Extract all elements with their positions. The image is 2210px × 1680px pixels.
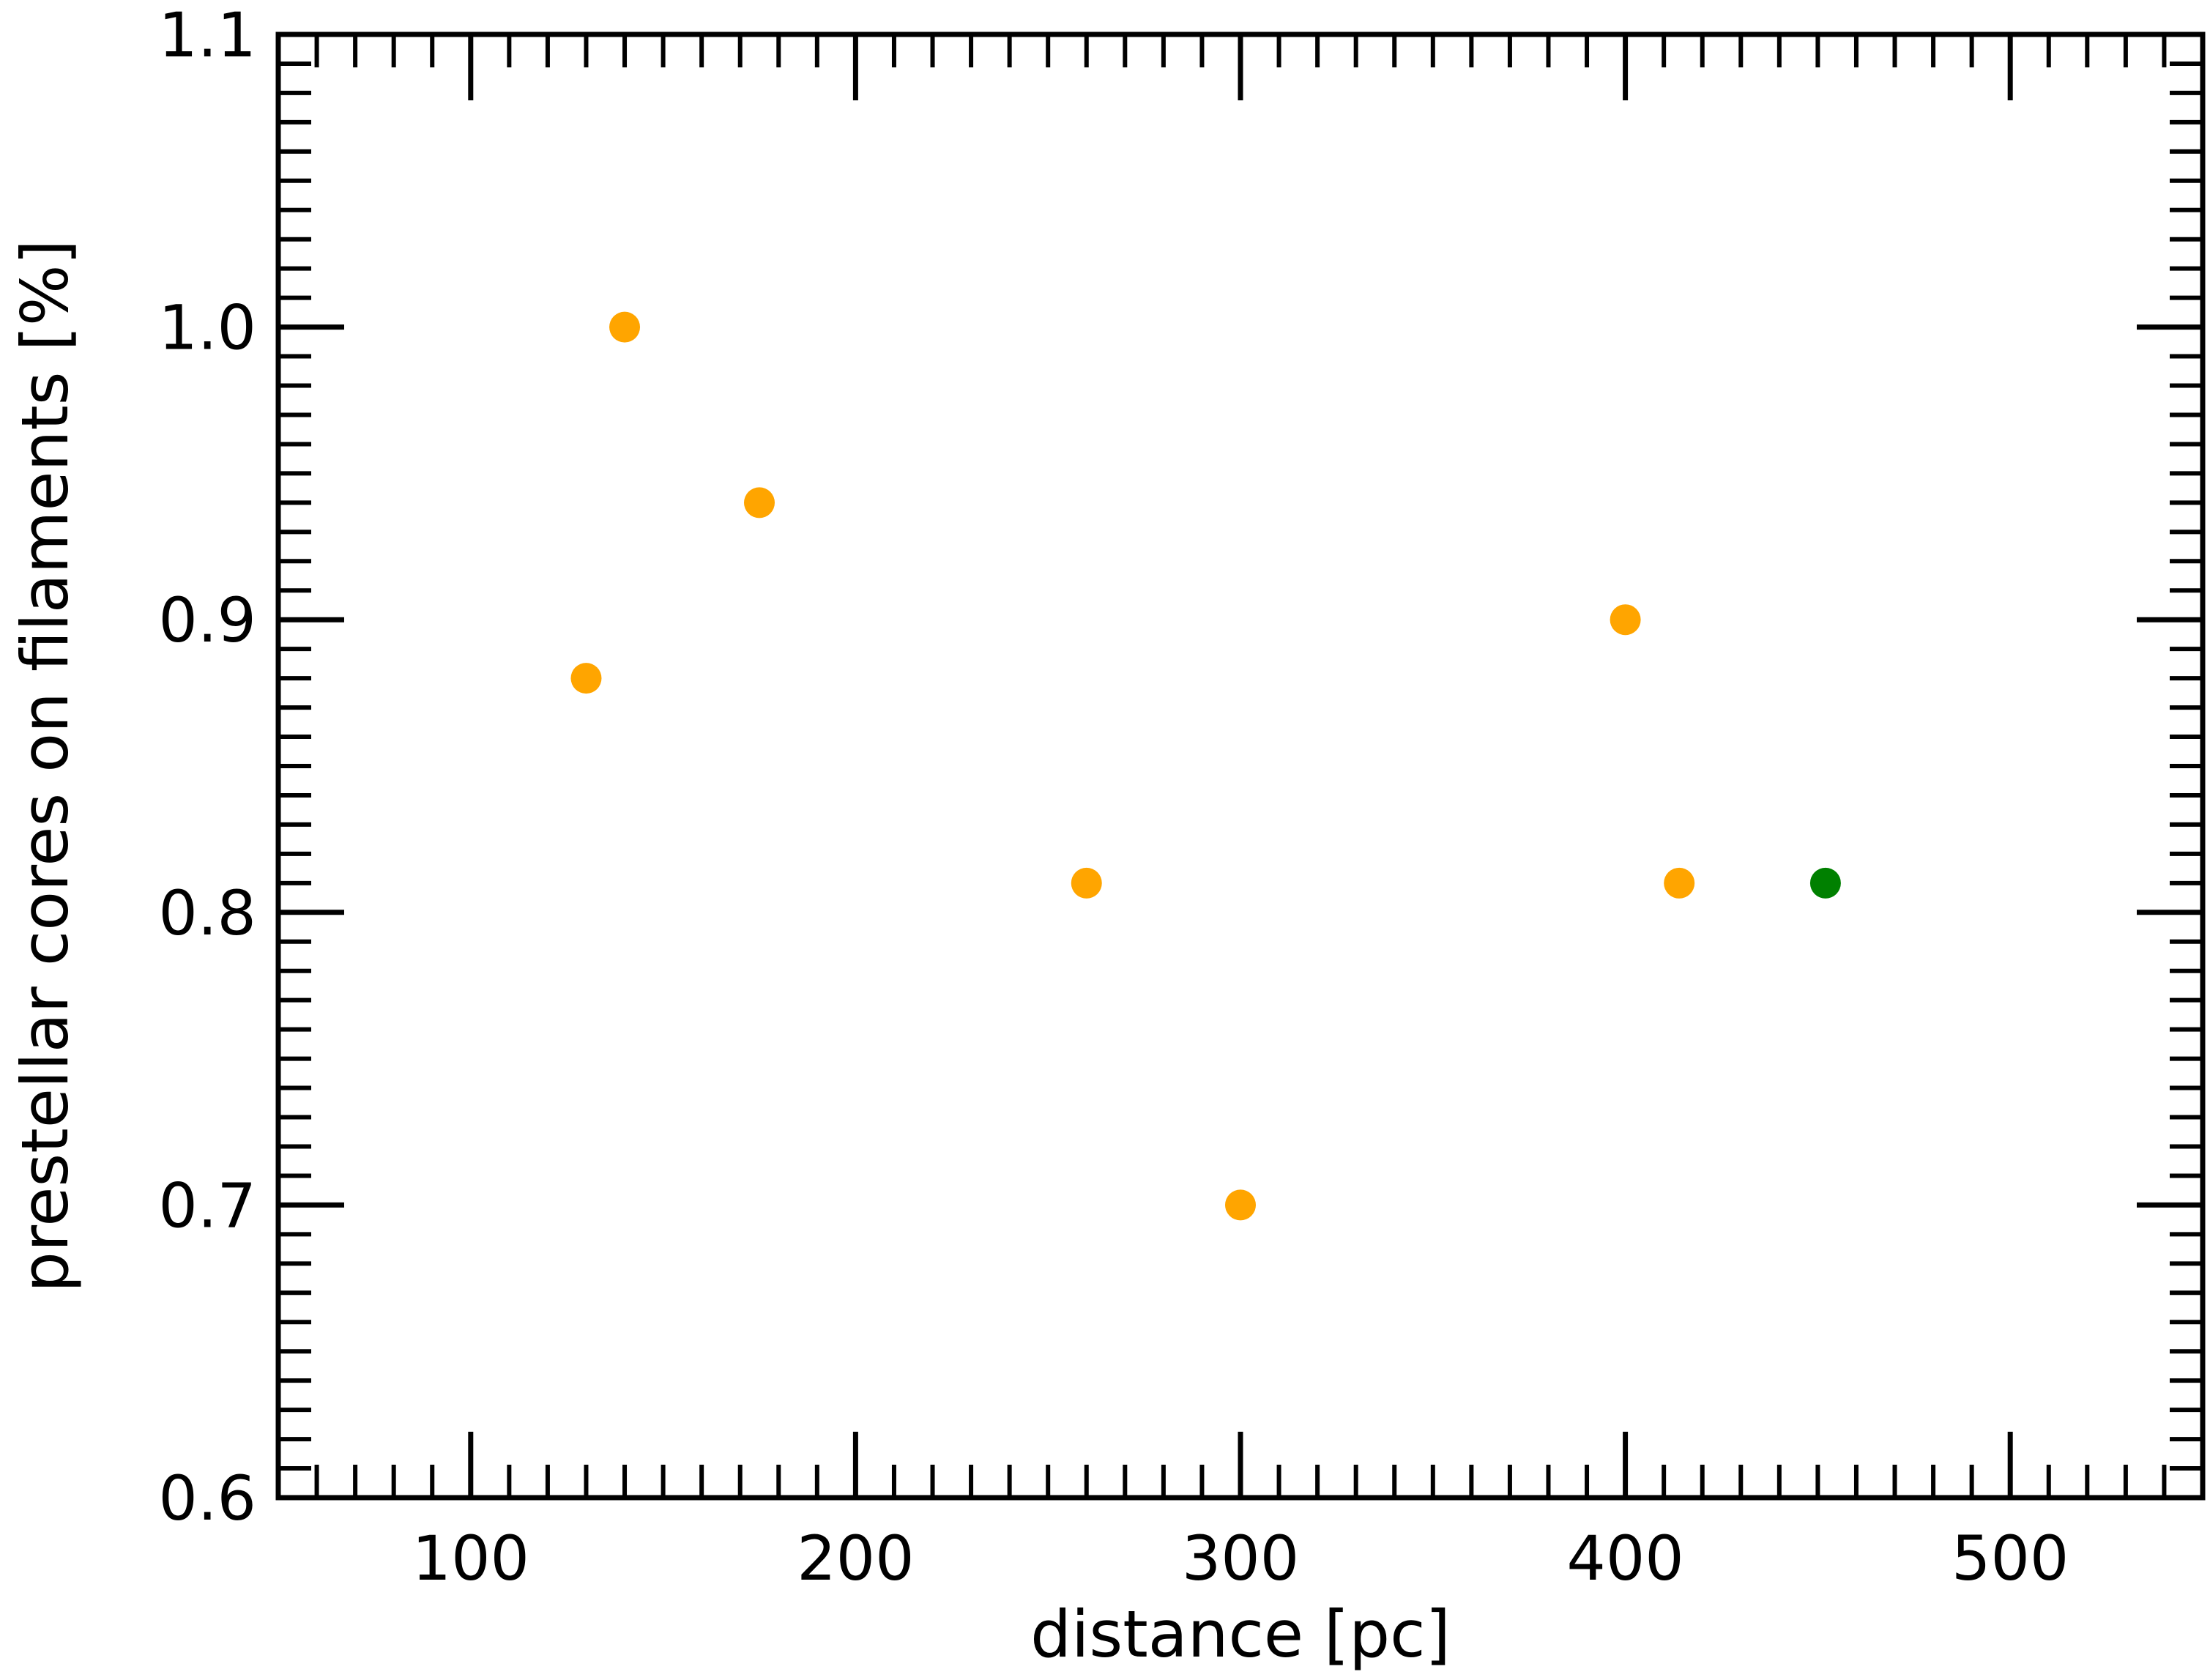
y-tick-label: 1.0	[158, 292, 256, 364]
plot-frame	[275, 31, 2206, 1501]
data-point	[1610, 604, 1641, 636]
y-tick-label: 0.8	[158, 877, 256, 949]
data-point	[570, 663, 602, 694]
y-tick-label: 0.9	[158, 584, 256, 656]
data-point	[1225, 1189, 1256, 1221]
axis-ticks	[276, 31, 2205, 1501]
x-axis-label: distance [pc]	[1030, 1597, 1451, 1672]
y-tick-label: 1.1	[158, 0, 256, 71]
data-point	[609, 311, 641, 343]
y-tick-label: 0.7	[158, 1170, 256, 1241]
tick-labels: 100 200 300 400 500 0.6 0.7 0.8 0.9 1.0 1.1	[158, 0, 2069, 1594]
data-points	[570, 311, 1841, 1221]
data-point	[1809, 867, 1841, 899]
y-axis-label: prestellar cores on filaments [%]	[7, 239, 83, 1293]
data-point	[1071, 867, 1102, 899]
x-tick-label: 100	[412, 1523, 529, 1594]
y-tick-label: 0.6	[158, 1462, 256, 1534]
x-tick-label: 200	[797, 1523, 914, 1594]
x-tick-label: 400	[1566, 1523, 1683, 1594]
data-point	[744, 487, 775, 519]
x-tick-label: 500	[1952, 1523, 2069, 1594]
x-tick-label: 300	[1182, 1523, 1299, 1594]
data-point	[1664, 867, 1695, 899]
